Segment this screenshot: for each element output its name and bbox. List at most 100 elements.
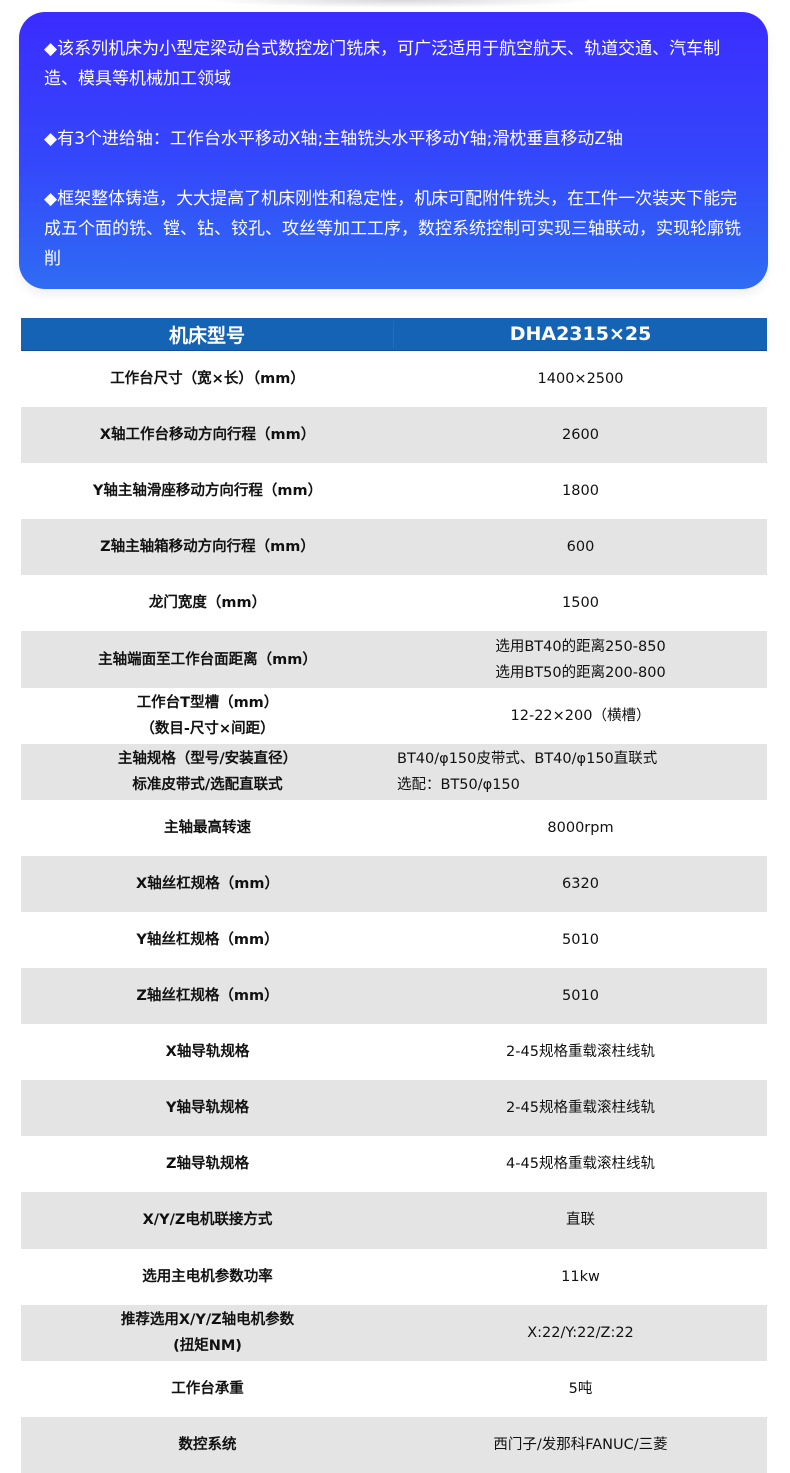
spec-value: X:22/Y:22/Z:22 — [394, 1320, 767, 1346]
spec-label: Y轴主轴滑座移动方向行程（mm） — [21, 478, 394, 504]
spec-value-line: 1400×2500 — [537, 371, 624, 388]
spec-label: X轴工作台移动方向行程（mm） — [21, 422, 394, 448]
spec-value-line: 11kw — [561, 1268, 600, 1285]
table-row: Z轴主轴箱移动方向行程（mm） 600 — [21, 519, 767, 576]
table-header: 机床型号 DHA2315×25 — [21, 318, 767, 351]
spec-value-line: 1800 — [562, 483, 599, 500]
table-row: 主轴最高转速 8000rpm — [21, 800, 767, 856]
spec-label-line: 标准皮带式/选配直联式 — [132, 776, 283, 793]
spec-label-line: 主轴规格（型号/安装直径） — [117, 750, 298, 767]
table-row: 工作台T型槽（mm） （数目-尺寸×间距） 12-22×200（横槽） — [21, 688, 767, 744]
intro-paragraph: ◆有3个进给轴：工作台水平移动X轴;主轴铣头水平移动Y轴;滑枕垂直移动Z轴 — [44, 129, 624, 149]
spec-label-line: X轴工作台移动方向行程（mm） — [99, 427, 316, 444]
spec-value: 11kw — [394, 1264, 767, 1290]
spec-value: 5010 — [394, 927, 767, 953]
table-row: Y轴导轨规格 2-45规格重载滚柱线轨 — [21, 1080, 767, 1137]
table-row: 推荐选用X/Y/Z轴电机参数 (扭矩NM) X:22/Y:22/Z:22 — [21, 1304, 767, 1361]
spec-label-line: 主轴最高转速 — [164, 819, 251, 836]
spec-label-line: Y轴主轴滑座移动方向行程（mm） — [92, 483, 323, 500]
spec-label-line: Z轴主轴箱移动方向行程（mm） — [100, 539, 315, 556]
header-model-label: 机床型号 — [21, 320, 394, 348]
spec-value-line: BT40/φ150皮带式、BT40/φ150直联式 — [397, 750, 658, 767]
spec-value: 4-45规格重载滚柱线轨 — [394, 1151, 767, 1177]
header-model-value: DHA2315×25 — [509, 323, 652, 345]
spec-label: 主轴最高转速 — [21, 815, 394, 841]
spec-value: 2-45规格重载滚柱线轨 — [394, 1095, 767, 1121]
spec-label-line: Y轴导轨规格 — [166, 1100, 249, 1117]
spec-value: 1400×2500 — [394, 366, 767, 392]
table-body: 工作台尺寸（宽×长）（mm） 1400×2500 X轴工作台移动方向行程（mm） 26… — [21, 351, 767, 1473]
table-row: 主轴端面至工作台面距离（mm） 选用BT40的距离250-850 选用BT50的距离… — [21, 631, 767, 688]
intro-paragraph: ◆框架整体铸造，大大提高了机床刚性和稳定性，机床可配附件铣头，在工件一次装夹下能… — [44, 189, 741, 269]
spec-value: 2600 — [394, 422, 767, 448]
spec-value: 5吨 — [394, 1376, 767, 1402]
spec-label-line: 主轴端面至工作台面距离（mm） — [98, 651, 317, 668]
spec-value-line: 5吨 — [568, 1380, 593, 1397]
spec-label: X/Y/Z电机联接方式 — [21, 1207, 394, 1233]
spec-value-line: 4-45规格重载滚柱线轨 — [506, 1156, 655, 1173]
spec-label-line: X轴导轨规格 — [165, 1044, 250, 1061]
spec-value: 600 — [394, 534, 767, 560]
spec-label: X轴导轨规格 — [21, 1039, 394, 1065]
spec-label: 工作台尺寸（宽×长）（mm） — [21, 366, 394, 392]
table-row: 工作台尺寸（宽×长）（mm） 1400×2500 — [21, 351, 767, 407]
spec-label: Z轴丝杠规格（mm） — [21, 983, 394, 1009]
spec-label-line: 工作台尺寸（宽×长）（mm） — [110, 371, 305, 388]
spec-value: 2-45规格重载滚柱线轨 — [394, 1039, 767, 1065]
spec-label-line: (扭矩NM) — [173, 1337, 242, 1354]
table-row: X轴丝杠规格（mm） 6320 — [21, 855, 767, 912]
spec-value-line: 选配：BT50/φ150 — [397, 776, 520, 793]
top-shadow — [200, 0, 600, 8]
table-row: 数控系统 西门子/发那科FANUC/三菱 — [21, 1416, 767, 1473]
spec-label-line: Z轴丝杠规格（mm） — [136, 988, 279, 1005]
spec-value-line: 12-22×200（横槽） — [510, 707, 651, 724]
spec-label: Y轴导轨规格 — [21, 1095, 394, 1121]
spec-value: 8000rpm — [394, 815, 767, 841]
spec-value: 西门子/发那科FANUC/三菱 — [394, 1432, 767, 1458]
spec-value: 1800 — [394, 478, 767, 504]
spec-label-line: X轴丝杠规格（mm） — [136, 875, 279, 892]
spec-value-line: 1500 — [562, 595, 599, 612]
spec-label: Z轴主轴箱移动方向行程（mm） — [21, 534, 394, 560]
spec-label-line: 选用主电机参数功率 — [142, 1268, 273, 1285]
table-row: Y轴主轴滑座移动方向行程（mm） 1800 — [21, 463, 767, 519]
spec-value-line: 2-45规格重载滚柱线轨 — [506, 1100, 655, 1117]
spec-label: Z轴导轨规格 — [21, 1151, 394, 1177]
table-row: 工作台承重 5吨 — [21, 1361, 767, 1417]
spec-value-line: 选用BT40的距离250-850 — [495, 638, 666, 655]
table-row: 龙门宽度（mm） 1500 — [21, 575, 767, 631]
spec-label-line: （数目-尺寸×间距） — [140, 720, 275, 737]
spec-label-line: Y轴丝杠规格（mm） — [136, 931, 279, 948]
intro-paragraph: ◆该系列机床为小型定梁动台式数控龙门铣床，可广泛适用于航空航天、轨道交通、汽车制… — [44, 39, 721, 89]
spec-label: 工作台T型槽（mm） （数目-尺寸×间距） — [21, 690, 394, 742]
table-row: 主轴规格（型号/安装直径） 标准皮带式/选配直联式 BT40/φ150皮带式、BT4… — [21, 743, 767, 800]
table-row: Y轴丝杠规格（mm） 5010 — [21, 912, 767, 968]
spec-value-line: 2-45规格重载滚柱线轨 — [506, 1044, 655, 1061]
table-row: 选用主电机参数功率 11kw — [21, 1249, 767, 1305]
spec-label: X轴丝杠规格（mm） — [21, 871, 394, 897]
spec-label-line: 数控系统 — [178, 1436, 237, 1453]
spec-label-line: Z轴导轨规格 — [165, 1156, 249, 1173]
table-row: X轴工作台移动方向行程（mm） 2600 — [21, 407, 767, 464]
spec-label: 主轴规格（型号/安装直径） 标准皮带式/选配直联式 — [21, 746, 394, 798]
intro-card: ◆该系列机床为小型定梁动台式数控龙门铣床，可广泛适用于航空航天、轨道交通、汽车制… — [19, 12, 768, 289]
spec-value-line: 2600 — [562, 427, 599, 444]
spec-value: 12-22×200（横槽） — [394, 703, 767, 729]
table-row: X/Y/Z电机联接方式 直联 — [21, 1192, 767, 1249]
table-row: Z轴丝杠规格（mm） 5010 — [21, 968, 767, 1025]
spec-value-line: 选用BT50的距离200-800 — [495, 664, 666, 681]
spec-value: 1500 — [394, 590, 767, 616]
spec-value-line: 8000rpm — [547, 819, 614, 836]
spec-value-line: 西门子/发那科FANUC/三菱 — [493, 1436, 668, 1453]
spec-label-line: 推荐选用X/Y/Z轴电机参数 — [120, 1311, 295, 1328]
table-row: X轴导轨规格 2-45规格重载滚柱线轨 — [21, 1024, 767, 1080]
spec-label: 主轴端面至工作台面距离（mm） — [21, 647, 394, 673]
spec-label: 龙门宽度（mm） — [21, 590, 394, 616]
spec-label: 工作台承重 — [21, 1376, 394, 1402]
spec-value: 6320 — [394, 871, 767, 897]
spec-value: 选用BT40的距离250-850 选用BT50的距离200-800 — [394, 634, 767, 686]
spec-table: 机床型号 DHA2315×25 工作台尺寸（宽×长）（mm） 1400×2500 X… — [21, 318, 767, 1473]
spec-value-line: 5010 — [562, 931, 599, 948]
spec-label-line: 工作台T型槽（mm） — [136, 694, 279, 711]
spec-label-line: 工作台承重 — [171, 1380, 244, 1397]
